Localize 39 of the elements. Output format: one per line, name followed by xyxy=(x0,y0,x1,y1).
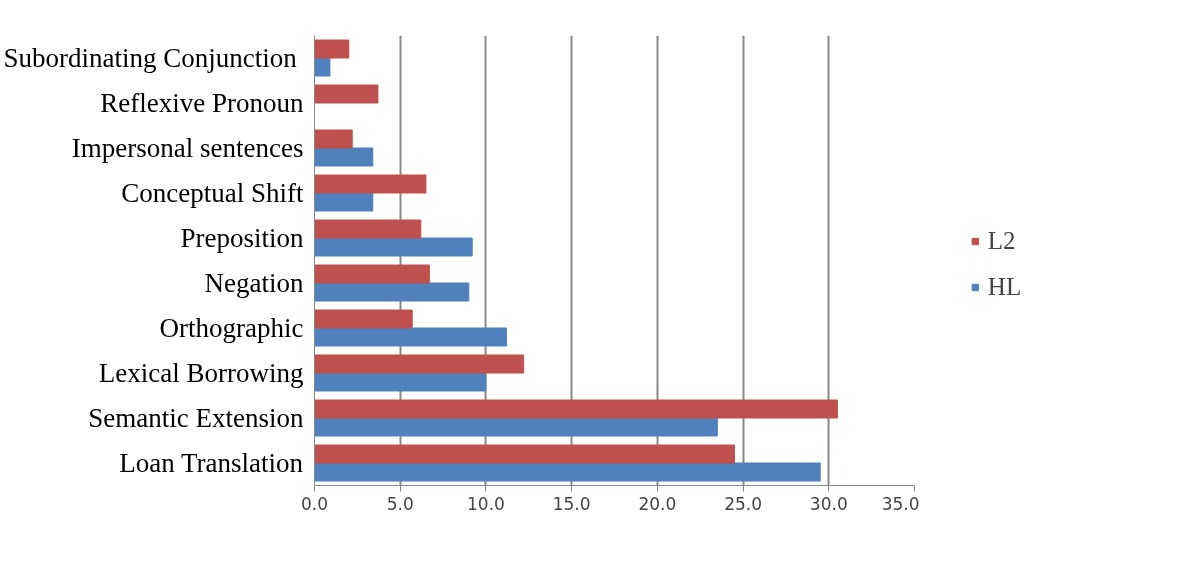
y-tick-label: Orthographic xyxy=(159,313,304,343)
y-tick-label: Lexical Borrowing xyxy=(98,358,304,388)
bar xyxy=(314,237,473,257)
x-tick-label: 5.0 xyxy=(386,493,414,514)
bar xyxy=(314,327,507,347)
y-tick-label: Negation xyxy=(204,268,304,298)
bar xyxy=(314,399,838,419)
bar xyxy=(314,354,525,374)
bar xyxy=(314,147,374,167)
bar xyxy=(314,219,422,239)
x-tick-label: 0.0 xyxy=(300,493,329,514)
bar xyxy=(314,372,487,392)
x-tick-label: 25.0 xyxy=(724,493,763,514)
x-tick-label: 10.0 xyxy=(467,493,505,514)
y-tick-label: Loan Translation xyxy=(119,448,304,478)
bar xyxy=(314,282,470,302)
bar xyxy=(314,444,735,464)
x-tick-label: 20.0 xyxy=(638,493,677,514)
bar xyxy=(314,57,331,77)
x-tick-label: 15.0 xyxy=(552,493,591,514)
bar xyxy=(314,309,413,329)
bar xyxy=(314,192,374,212)
bar xyxy=(314,129,353,149)
y-tick-label: Preposition xyxy=(180,223,304,253)
y-tick-label: Conceptual Shift xyxy=(121,178,304,208)
y-tick-label: Subordinating Conjunction xyxy=(3,43,298,73)
y-tick-label: Reflexive Pronoun xyxy=(100,88,304,118)
bar xyxy=(314,84,379,104)
legend-label: HL xyxy=(987,273,1022,301)
y-tick-label: Semantic Extension xyxy=(88,403,304,433)
x-tick-label: 35.0 xyxy=(881,493,920,514)
y-tick-label: Impersonal sentences xyxy=(71,133,304,163)
bar xyxy=(314,417,718,437)
legend-label: L2 xyxy=(987,227,1016,255)
bar xyxy=(314,174,427,194)
bar xyxy=(314,462,821,482)
bar xyxy=(314,264,430,284)
bar xyxy=(314,39,350,59)
x-tick-label: 30.0 xyxy=(809,493,848,514)
